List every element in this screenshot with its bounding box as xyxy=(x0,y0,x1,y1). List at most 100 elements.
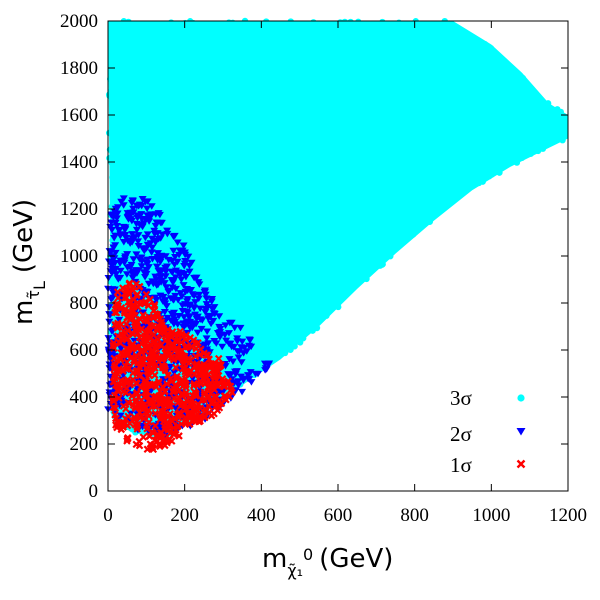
data-point-3sigma xyxy=(446,150,453,157)
data-point-3sigma xyxy=(483,52,490,59)
data-point-3sigma xyxy=(335,64,343,72)
data-point-1sigma xyxy=(124,288,133,296)
data-point-3sigma xyxy=(467,182,475,190)
data-point-3sigma xyxy=(346,104,353,111)
data-point-1sigma xyxy=(124,412,132,421)
data-point-3sigma xyxy=(301,62,309,69)
data-point-3sigma xyxy=(139,77,146,85)
data-point-3sigma xyxy=(277,240,284,248)
data-point-1sigma xyxy=(146,356,155,365)
data-point-3sigma xyxy=(424,40,431,47)
data-point-1sigma xyxy=(141,328,150,336)
data-point-2sigma xyxy=(176,272,185,279)
data-point-3sigma xyxy=(362,252,369,259)
data-point-2sigma xyxy=(134,243,143,250)
data-point-3sigma xyxy=(324,72,331,80)
data-point-3sigma xyxy=(424,114,432,122)
data-point-3sigma xyxy=(216,64,223,71)
data-point-3sigma xyxy=(306,103,314,110)
data-point-3sigma xyxy=(217,86,224,94)
data-point-3sigma xyxy=(281,86,288,93)
data-point-1sigma xyxy=(177,420,186,428)
data-point-3sigma xyxy=(327,68,334,75)
data-point-1sigma xyxy=(185,420,194,428)
data-point-3sigma xyxy=(495,131,503,139)
data-point-3sigma xyxy=(407,113,414,121)
data-point-1sigma xyxy=(148,402,157,411)
data-point-3sigma xyxy=(514,97,522,105)
data-point-1sigma xyxy=(187,399,195,407)
y-tick-label: 1200 xyxy=(60,199,98,220)
data-point-3sigma xyxy=(427,66,435,74)
data-point-3sigma xyxy=(421,166,428,174)
data-point-3sigma xyxy=(347,18,354,26)
data-point-2sigma xyxy=(153,250,162,257)
data-point-3sigma xyxy=(230,203,238,210)
data-point-1sigma xyxy=(131,398,140,406)
data-point-3sigma xyxy=(278,274,285,282)
data-point-3sigma xyxy=(340,127,348,135)
data-point-3sigma xyxy=(377,241,384,248)
data-point-3sigma xyxy=(160,83,167,90)
data-point-2sigma xyxy=(203,328,212,336)
data-point-2sigma xyxy=(126,240,135,247)
data-point-3sigma xyxy=(238,33,245,40)
data-point-3sigma xyxy=(314,130,321,137)
data-point-3sigma xyxy=(488,171,495,178)
y-tick-label: 1800 xyxy=(60,58,98,79)
data-point-3sigma xyxy=(233,140,241,147)
data-point-3sigma xyxy=(288,238,295,246)
data-point-3sigma xyxy=(212,96,219,103)
data-point-3sigma xyxy=(358,199,365,207)
data-point-3sigma xyxy=(216,192,223,200)
data-point-3sigma xyxy=(309,91,316,98)
data-point-1sigma xyxy=(148,322,157,330)
data-point-3sigma xyxy=(475,78,482,85)
data-point-2sigma xyxy=(183,320,192,327)
data-point-3sigma xyxy=(352,260,360,267)
data-point-2sigma xyxy=(129,274,138,282)
data-point-3sigma xyxy=(166,100,173,107)
data-point-3sigma xyxy=(421,93,428,101)
data-point-3sigma xyxy=(228,221,235,229)
data-point-1sigma xyxy=(221,392,230,401)
data-point-3sigma xyxy=(170,65,178,72)
data-point-3sigma xyxy=(544,100,552,107)
data-point-3sigma xyxy=(349,134,357,141)
y-tick-label: 1600 xyxy=(60,105,98,126)
data-point-3sigma xyxy=(161,165,168,172)
x-axis-label-subscript: χ̃₁ xyxy=(287,561,303,580)
data-point-2sigma xyxy=(161,300,170,307)
data-point-1sigma xyxy=(114,366,122,374)
data-point-2sigma xyxy=(171,292,180,300)
data-point-1sigma xyxy=(132,280,141,288)
data-point-3sigma xyxy=(204,50,211,58)
data-point-3sigma xyxy=(236,166,243,174)
data-point-3sigma xyxy=(188,126,196,134)
data-point-3sigma xyxy=(314,71,321,79)
data-point-3sigma xyxy=(378,116,386,123)
data-point-3sigma xyxy=(197,32,205,40)
data-point-3sigma xyxy=(416,200,423,207)
data-point-1sigma xyxy=(167,353,176,362)
data-point-3sigma xyxy=(179,196,187,203)
data-point-3sigma xyxy=(403,228,410,236)
data-point-2sigma xyxy=(132,226,141,234)
data-point-3sigma xyxy=(530,91,538,99)
data-point-3sigma xyxy=(129,75,136,82)
data-point-3sigma xyxy=(385,183,392,190)
data-point-3sigma xyxy=(133,67,140,74)
data-point-1sigma xyxy=(208,383,216,392)
data-point-3sigma xyxy=(423,205,431,213)
data-point-3sigma xyxy=(399,42,407,49)
data-point-3sigma xyxy=(373,160,381,167)
data-point-3sigma xyxy=(156,78,163,86)
data-point-2sigma xyxy=(129,270,138,278)
data-point-3sigma xyxy=(389,139,396,146)
data-point-2sigma xyxy=(188,291,197,298)
data-point-2sigma xyxy=(183,296,192,303)
data-point-3sigma xyxy=(251,239,258,246)
data-point-3sigma xyxy=(267,280,274,288)
data-point-3sigma xyxy=(287,279,294,286)
data-point-3sigma xyxy=(403,68,410,76)
